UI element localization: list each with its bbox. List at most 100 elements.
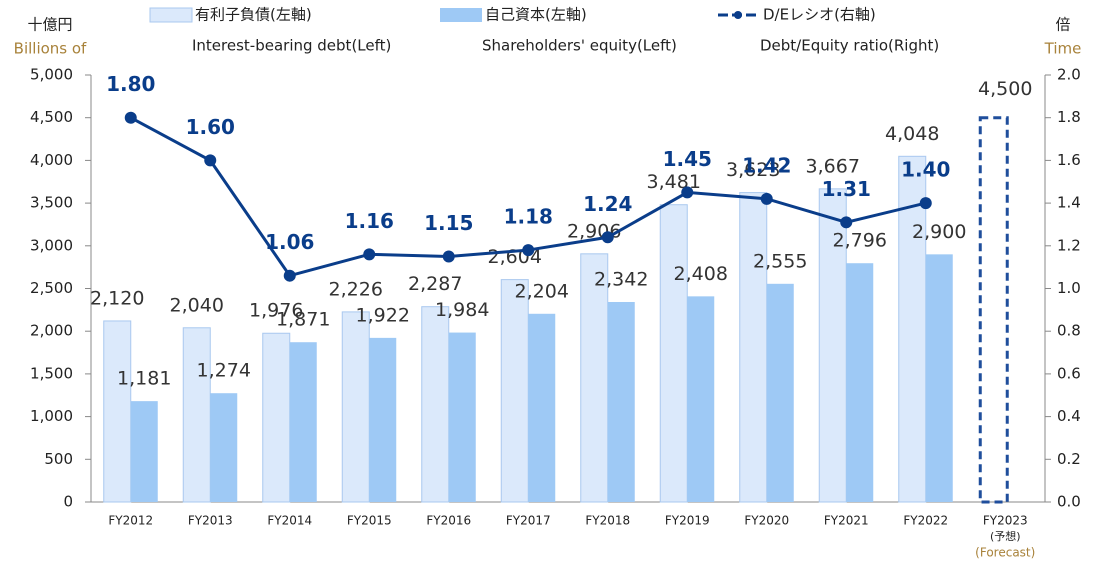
bar: [369, 337, 397, 502]
x-tick-label: FY2017: [506, 514, 551, 528]
bar: [262, 332, 291, 503]
value-label: 3,623: [726, 159, 780, 181]
y2-tick-label: 0.6: [1057, 364, 1081, 382]
x-tick-label: FY2022: [903, 514, 948, 528]
bar: [818, 188, 847, 503]
y2-axis-label: 倍: [1055, 16, 1070, 34]
bar: [580, 253, 609, 503]
y-tick-label: 3,000: [30, 236, 73, 254]
value-label: 2,555: [753, 250, 807, 272]
x-tick-label: FY2014: [267, 514, 312, 528]
bar: [421, 306, 450, 503]
bar: [341, 311, 370, 503]
y2-tick-label: 0.8: [1057, 322, 1081, 340]
legend-swatch-dot: [734, 11, 742, 19]
y2-tick-label: 2.0: [1057, 66, 1081, 84]
y2-tick-label: 1.8: [1057, 108, 1081, 126]
bar: [898, 155, 927, 503]
x-tick-label: FY2021: [824, 514, 869, 528]
value-label: 1.80: [106, 72, 155, 96]
legend-label-en: Shareholders' equity(Left): [482, 37, 677, 55]
value-label: 2,408: [674, 263, 728, 285]
point: [442, 250, 455, 263]
bar: [925, 254, 953, 502]
y-axis-label: 十億円: [27, 16, 72, 34]
y2-tick-label: 1.2: [1057, 236, 1081, 254]
legend-label-en: Interest-bearing debt(Left): [192, 37, 391, 55]
x-tick-label: FY2016: [426, 514, 471, 528]
y-tick-label: 4,500: [30, 108, 73, 126]
y2-tick-label: 1.6: [1057, 151, 1081, 169]
bar: [103, 320, 132, 503]
bar: [607, 301, 635, 502]
x-tick-label: FY2012: [108, 514, 153, 528]
y-tick-label: 500: [44, 450, 73, 468]
value-label: 1.40: [901, 158, 950, 182]
bar: [739, 192, 768, 503]
x-tick-label: FY2023: [983, 514, 1028, 528]
bar: [687, 296, 715, 502]
value-label: 1.06: [265, 230, 314, 254]
y2-tick-label: 0.0: [1057, 493, 1081, 511]
value-label: 2,287: [408, 273, 462, 295]
value-label: 2,796: [833, 230, 887, 252]
legend-swatch: [440, 8, 482, 22]
value-label: 3,481: [647, 171, 701, 193]
value-label: 2,342: [594, 268, 648, 290]
value-label: 1,976: [249, 300, 303, 322]
value-label: 1,922: [356, 304, 410, 326]
legend-label: D/Eレシオ(右軸): [763, 6, 876, 24]
y-tick-label: 1,000: [30, 407, 73, 425]
bar: [448, 332, 476, 502]
y-tick-label: 5,000: [30, 66, 73, 84]
bar: [766, 283, 794, 502]
value-label: 1.15: [424, 211, 473, 235]
y-tick-label: 0: [63, 493, 73, 511]
value-label: 2,120: [90, 287, 144, 309]
bar: [659, 204, 688, 503]
point: [363, 248, 376, 261]
value-label: 1,984: [435, 299, 489, 321]
bar: [182, 327, 211, 503]
value-label: 1,274: [197, 360, 251, 382]
value-label: 1,181: [117, 368, 171, 390]
y-tick-label: 1,500: [30, 364, 73, 382]
value-label: 1.45: [663, 147, 712, 171]
y-tick-label: 2,500: [30, 279, 73, 297]
y2-tick-label: 0.4: [1057, 407, 1081, 425]
value-label: 2,226: [329, 278, 383, 300]
y2-tick-label: 1.0: [1057, 279, 1081, 297]
value-label: 1.60: [186, 115, 235, 139]
forecast-label: (予想): [990, 529, 1021, 543]
legend-label: 自己資本(左軸): [485, 6, 587, 24]
y2-axis-label-en: Time: [1044, 40, 1082, 58]
point: [760, 192, 773, 205]
y-tick-label: 4,000: [30, 151, 73, 169]
bar: [289, 342, 317, 502]
value-label: 2,204: [515, 280, 569, 302]
point: [204, 154, 217, 167]
value-label: 1.16: [345, 209, 394, 233]
bar: [528, 313, 556, 502]
point: [601, 231, 614, 244]
point: [124, 111, 137, 124]
value-label: 1.31: [822, 177, 871, 201]
bar: [500, 279, 529, 503]
point: [283, 269, 296, 282]
bar: [210, 393, 238, 502]
value-label: 1.42: [742, 153, 791, 177]
forecast-label-en: (Forecast): [975, 546, 1035, 560]
x-tick-label: FY2015: [347, 514, 392, 528]
value-label: 1.18: [504, 205, 553, 229]
y2-tick-label: 1.4: [1057, 194, 1081, 212]
point: [522, 244, 535, 257]
point: [919, 197, 932, 210]
y-axis-label-en: Billions of: [14, 40, 87, 58]
value-label: 4,048: [885, 123, 939, 145]
legend-label: 有利子負債(左軸): [195, 6, 312, 24]
value-label: 1.24: [583, 192, 632, 216]
point: [840, 216, 853, 229]
value-label: 2,900: [912, 221, 966, 243]
bar: [130, 401, 158, 502]
